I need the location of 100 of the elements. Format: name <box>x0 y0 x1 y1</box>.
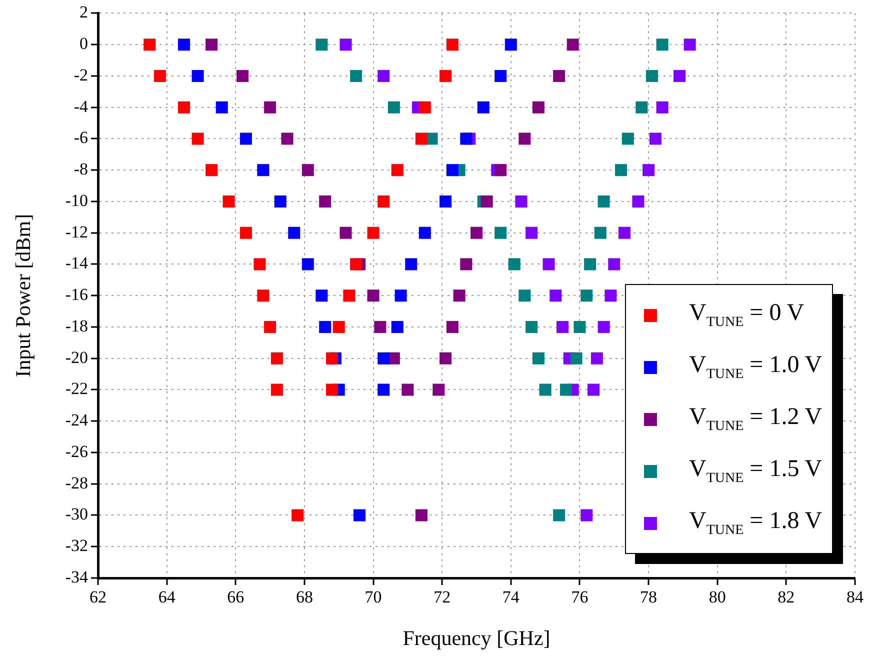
point <box>302 164 314 176</box>
point <box>684 38 696 51</box>
x-tick-label: 82 <box>778 588 795 607</box>
point <box>470 226 483 239</box>
point <box>656 38 668 51</box>
point <box>350 258 362 270</box>
legend-label: V$_{TUNE}$ = 1.0 V <box>689 352 822 382</box>
point <box>480 195 493 208</box>
point <box>302 258 314 270</box>
y-tick-label: -28 <box>65 473 88 492</box>
point <box>550 290 562 302</box>
x-tick-label: 76 <box>571 588 588 607</box>
y-tick-label: -6 <box>74 128 88 148</box>
x-tick-label: 68 <box>296 588 313 607</box>
point <box>440 195 452 208</box>
point <box>553 509 566 522</box>
point <box>340 38 352 51</box>
point <box>418 101 431 114</box>
point <box>281 132 294 145</box>
point <box>615 164 628 176</box>
point <box>566 38 579 51</box>
point <box>415 509 428 522</box>
point <box>494 70 507 82</box>
legend-label: V$_{TUNE}$ = 0 V <box>689 300 804 330</box>
point <box>618 226 630 239</box>
point <box>515 195 528 208</box>
point <box>594 226 606 239</box>
x-axis-title: Frequency [GHz] <box>402 626 550 650</box>
x-tick-label: 78 <box>640 588 658 607</box>
point <box>604 290 617 302</box>
point <box>178 101 190 114</box>
point <box>556 320 569 333</box>
point <box>532 101 544 114</box>
y-tick-label: 0 <box>80 34 88 54</box>
y-tick-label: -16 <box>65 285 88 304</box>
point <box>560 384 572 396</box>
x-tick-label: 84 <box>846 588 864 607</box>
point <box>206 38 218 51</box>
x-tick-label: 72 <box>434 588 451 607</box>
point <box>504 38 517 51</box>
point <box>587 384 600 396</box>
point <box>460 258 472 270</box>
point <box>584 258 596 270</box>
point <box>374 320 386 333</box>
point <box>316 290 328 302</box>
point <box>319 195 332 208</box>
point <box>636 101 648 114</box>
point <box>326 384 338 396</box>
y-tick-label: -32 <box>65 536 88 556</box>
point <box>206 164 218 176</box>
point <box>216 101 228 114</box>
x-tick-label: 80 <box>708 588 726 607</box>
point <box>674 70 686 82</box>
point <box>391 164 404 176</box>
point <box>350 70 362 82</box>
point <box>332 320 345 333</box>
point <box>598 320 610 333</box>
point <box>574 320 586 333</box>
point <box>192 132 204 145</box>
y-tick-label: -14 <box>65 254 88 273</box>
point <box>270 352 283 364</box>
y-tick-label: -26 <box>65 442 88 461</box>
point <box>656 101 668 114</box>
point <box>378 384 390 396</box>
point <box>378 195 390 208</box>
point <box>526 226 538 239</box>
point <box>542 258 555 270</box>
point <box>622 132 634 145</box>
point <box>222 195 235 208</box>
point <box>343 290 356 302</box>
point <box>415 132 428 145</box>
point <box>388 101 400 114</box>
point <box>518 290 531 302</box>
point <box>580 290 593 302</box>
y-tick-label: -2 <box>74 65 88 84</box>
point <box>236 70 249 82</box>
point <box>440 352 452 364</box>
legend-label: V$_{TUNE}$ = 1.8 V <box>689 508 822 538</box>
point <box>264 320 276 333</box>
point <box>367 226 380 239</box>
point <box>494 226 507 239</box>
y-tick-label: -8 <box>74 160 88 179</box>
point <box>288 226 300 239</box>
point <box>642 164 655 176</box>
point <box>144 38 156 51</box>
point <box>590 352 603 364</box>
y-tick-label: -20 <box>65 348 88 367</box>
point <box>526 320 538 333</box>
point <box>319 320 332 333</box>
y-tick-label: 2 <box>80 2 88 22</box>
point <box>539 384 552 396</box>
point <box>446 38 458 51</box>
legend-label: V$_{TUNE}$ = 1.2 V <box>689 404 822 434</box>
point <box>608 258 620 270</box>
point <box>178 38 190 51</box>
point <box>270 384 283 396</box>
point <box>518 132 531 145</box>
point <box>432 384 445 396</box>
y-axis-title: Input Power [dBm] <box>11 214 36 378</box>
point <box>460 132 472 145</box>
